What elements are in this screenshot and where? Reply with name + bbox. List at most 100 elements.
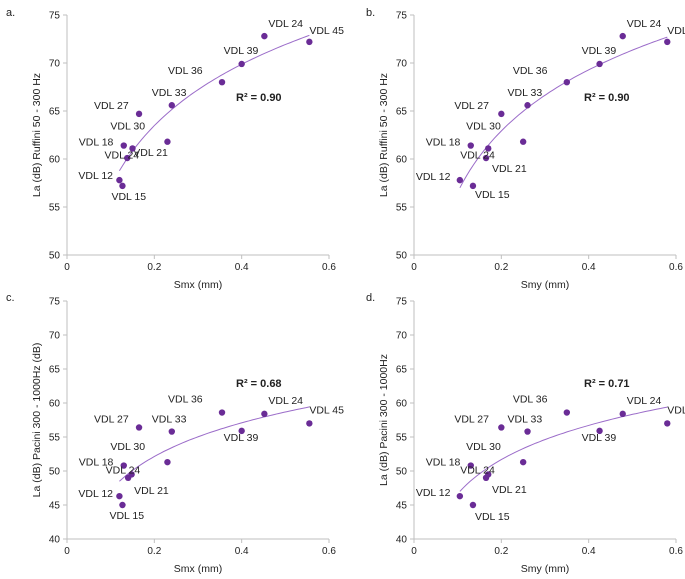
y-tick-label: 55	[396, 433, 408, 444]
point-label: VDL 30	[466, 441, 501, 453]
point-label: VDL 45	[309, 25, 344, 37]
x-tick-label: 0.2	[494, 262, 508, 273]
y-tick-label: 55	[49, 433, 61, 444]
chart-panel-1: a. 50 55 60 65 70 75 0 0.2 0.4 0.6 Smx (mm) La (dB) …	[6, 7, 344, 291]
y-tick-label: 60	[396, 399, 408, 410]
data-point	[519, 458, 527, 466]
data-point	[116, 176, 123, 184]
data-point	[619, 32, 626, 40]
y-tick-label: 75	[396, 11, 408, 22]
point-label: VDL 21	[134, 485, 169, 497]
x-tick-label: 0.6	[669, 262, 683, 273]
point-label: VDL 15	[109, 510, 144, 522]
point-label: VDL 18	[426, 457, 461, 469]
chart-panel-4: d. 40 45 50 55 60 65 70 75 0 0.2 0.4 0.6 Smy (mm) La (…	[366, 292, 685, 575]
y-tick-label: 75	[49, 11, 61, 22]
y-tick-label: 50	[49, 467, 61, 478]
point-label: VDL 45	[667, 25, 685, 37]
data-point	[261, 32, 268, 40]
data-point	[469, 501, 477, 509]
x-tick-label: 0.2	[494, 546, 508, 557]
data-point	[456, 492, 464, 500]
point-label: VDL 24	[106, 464, 141, 476]
point-label: VDL 30	[110, 441, 145, 453]
data-point	[524, 102, 531, 109]
data-point	[135, 110, 143, 118]
data-point	[664, 420, 671, 427]
y-tick-label: 40	[396, 535, 408, 546]
r-squared-label: R² = 0.90	[236, 92, 282, 104]
panel-letter: d.	[366, 292, 375, 304]
y-tick-label: 70	[396, 331, 408, 342]
y-tick-label: 65	[49, 107, 61, 118]
chart-panel-3: c. 40 45 50 55 60 65 70 75 0 0.2 0.4 0.6 Smx (mm) La (…	[6, 292, 344, 575]
chart-panel-2: b. 50 55 60 65 70 75 0 0.2 0.4 0.6 Smy (mm) La (dB) …	[366, 7, 685, 291]
x-tick-label: 0	[64, 262, 70, 273]
point-label: VDL 39	[224, 432, 259, 444]
point-label: VDL 39	[224, 45, 259, 57]
point-label: VDL 15	[475, 511, 510, 523]
point-label: VDL 33	[508, 87, 543, 99]
data-point	[596, 427, 603, 435]
x-tick-label: 0.6	[669, 546, 683, 557]
y-tick-label: 70	[49, 59, 61, 70]
y-tick-label: 50	[396, 251, 408, 262]
panel-letter: b.	[366, 7, 375, 19]
y-tick-label: 70	[49, 331, 61, 342]
trendline	[459, 406, 668, 492]
data-point	[485, 471, 492, 478]
data-point	[168, 102, 175, 109]
data-point	[467, 462, 474, 469]
panel-letter: c.	[6, 292, 15, 304]
data-point	[498, 424, 505, 431]
data-point	[619, 410, 626, 418]
data-point	[563, 79, 571, 86]
y-tick-label: 55	[49, 203, 61, 214]
y-tick-label: 75	[396, 297, 408, 308]
x-axis-label: Smx (mm)	[174, 563, 222, 575]
point-label: VDL 24	[460, 149, 495, 161]
point-label: VDL 33	[152, 87, 187, 99]
data-point	[128, 471, 135, 478]
data-point	[164, 138, 171, 145]
data-point	[238, 427, 245, 435]
point-label: VDL 30	[466, 121, 501, 133]
point-label: VDL 24	[268, 18, 303, 30]
point-label: VDL 27	[94, 100, 129, 112]
trendline	[459, 36, 668, 189]
point-label: VDL 12	[416, 171, 451, 183]
y-tick-label: 60	[49, 155, 61, 166]
r-squared-label: R² = 0.90	[584, 92, 630, 104]
x-axis-label: Smy (mm)	[521, 563, 569, 575]
data-point	[306, 420, 313, 427]
data-point	[238, 60, 245, 68]
data-point	[467, 142, 474, 149]
y-axis-label: La (dB) Ruffini 50 - 300 Hz	[378, 73, 390, 197]
point-label: VDL 36	[513, 394, 548, 406]
x-tick-label: 0	[64, 546, 70, 557]
point-label: VDL 18	[79, 457, 114, 469]
point-label: VDL 24	[627, 18, 662, 30]
point-label: VDL 15	[111, 191, 146, 203]
data-point	[261, 410, 268, 418]
data-point	[116, 492, 123, 500]
point-label: VDL 24	[460, 464, 495, 476]
point-label: VDL 36	[513, 65, 548, 77]
point-label: VDL 15	[475, 189, 510, 201]
y-axis-label: La (dB) Ruffini 50 - 300 Hz	[31, 73, 43, 197]
data-point	[306, 38, 313, 46]
point-label: VDL 33	[508, 414, 543, 426]
y-tick-label: 70	[396, 59, 408, 70]
r-squared-label: R² = 0.71	[584, 378, 630, 390]
trendline	[119, 406, 310, 482]
point-label: VDL 33	[152, 414, 187, 426]
x-tick-label: 0.6	[322, 546, 336, 557]
data-point	[129, 145, 136, 152]
y-tick-label: 65	[396, 365, 408, 376]
data-point	[119, 501, 126, 509]
point-label: VDL 12	[416, 487, 451, 499]
data-point	[469, 182, 477, 190]
x-axis-label: Smy (mm)	[521, 279, 569, 291]
point-label: VDL 39	[582, 45, 617, 57]
x-axis-label: Smx (mm)	[174, 279, 222, 291]
